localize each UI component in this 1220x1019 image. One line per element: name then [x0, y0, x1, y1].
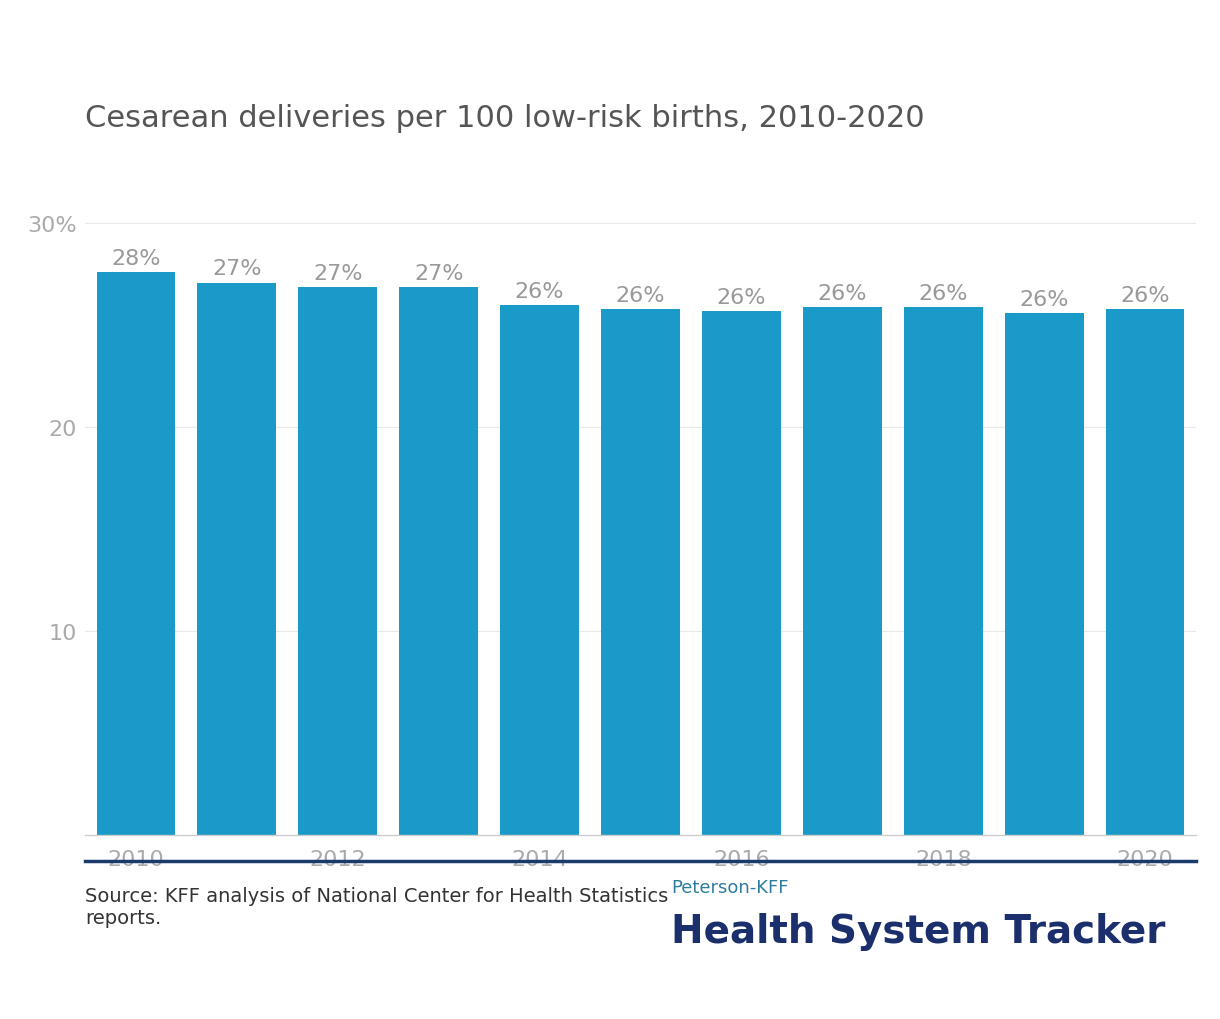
Text: 26%: 26%: [919, 283, 967, 304]
Bar: [1005, 314, 1083, 836]
Text: 26%: 26%: [515, 281, 565, 302]
Bar: [803, 308, 882, 836]
Text: Cesarean deliveries per 100 low-risk births, 2010-2020: Cesarean deliveries per 100 low-risk bir…: [85, 104, 925, 132]
Text: 28%: 28%: [111, 249, 161, 269]
Bar: [198, 283, 276, 836]
Text: 26%: 26%: [1020, 289, 1069, 310]
Bar: [299, 287, 377, 836]
Bar: [96, 273, 176, 836]
Text: 26%: 26%: [716, 287, 766, 308]
Bar: [500, 306, 580, 836]
Bar: [702, 312, 781, 836]
Text: Peterson-KFF: Peterson-KFF: [671, 878, 788, 897]
Text: 26%: 26%: [817, 283, 867, 304]
Text: Source: KFF analysis of National Center for Health Statistics
reports.: Source: KFF analysis of National Center …: [85, 887, 669, 927]
Bar: [904, 308, 982, 836]
Text: 26%: 26%: [1120, 285, 1170, 306]
Bar: [601, 310, 680, 836]
Bar: [399, 287, 478, 836]
Text: Health System Tracker: Health System Tracker: [671, 912, 1165, 950]
Text: 27%: 27%: [414, 263, 464, 283]
Text: 27%: 27%: [212, 259, 261, 279]
Text: 26%: 26%: [616, 285, 665, 306]
Bar: [1105, 310, 1185, 836]
Text: 27%: 27%: [314, 263, 362, 283]
